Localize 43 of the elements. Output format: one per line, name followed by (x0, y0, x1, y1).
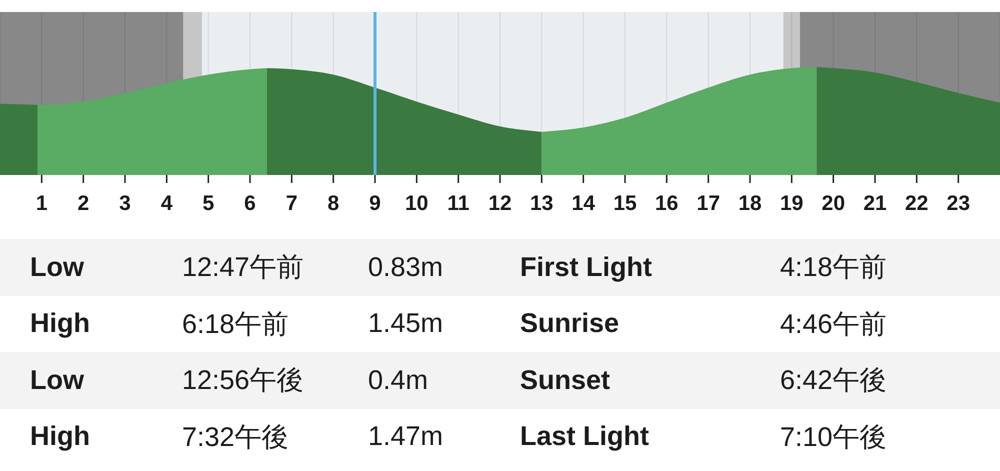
text: High (30, 421, 91, 452)
x-tick-label: 1 (36, 192, 48, 215)
text: 12:56午後 (182, 364, 305, 398)
x-tick-label: 16 (654, 192, 678, 215)
x-tick-label: 9 (369, 192, 381, 215)
text: 7:10午後 (780, 420, 888, 454)
x-tick-label: 2 (77, 192, 90, 215)
text: Low (30, 364, 85, 396)
x-tick-label: 14 (572, 192, 596, 215)
text: 4:46午前 (780, 308, 888, 341)
x-tick-label: 12 (488, 192, 512, 215)
x-tick-label: 21 (863, 192, 887, 215)
x-tick-label: 19 (780, 192, 804, 215)
x-tick-label: 5 (202, 192, 214, 215)
x-tick-label: 15 (613, 192, 637, 215)
text: Sunrise (520, 308, 620, 340)
x-tick-label: 17 (696, 192, 720, 215)
text: 0.83m (368, 252, 444, 283)
x-tick-label: 22 (904, 192, 928, 215)
text: Last Light (520, 421, 650, 452)
text: 6:42午後 (780, 364, 888, 398)
x-tick-label: 4 (160, 192, 173, 215)
text: 1.45m (368, 308, 444, 340)
x-tick-label: 18 (738, 192, 762, 215)
text: 7:32午後 (182, 420, 290, 454)
text: 1.47m (368, 421, 444, 452)
x-tick-label: 23 (946, 192, 970, 215)
x-tick-label: 13 (530, 192, 554, 215)
x-tick-label: 7 (286, 192, 298, 215)
text: 6:18午前 (182, 308, 290, 341)
x-tick-label: 11 (447, 192, 470, 215)
text: Low (30, 252, 85, 283)
text: 4:18午前 (780, 251, 888, 284)
x-tick-label: 8 (327, 192, 340, 215)
text: First Light (520, 252, 653, 283)
text: 12:47午前 (182, 251, 305, 284)
x-tick-label: 6 (244, 192, 256, 215)
x-tick-label: 10 (404, 192, 428, 215)
x-tick-label: 3 (119, 192, 131, 215)
x-tick-label: 20 (822, 192, 846, 215)
text: 0.4m (368, 364, 430, 396)
text: Sunset (520, 364, 612, 396)
text: High (30, 308, 91, 340)
